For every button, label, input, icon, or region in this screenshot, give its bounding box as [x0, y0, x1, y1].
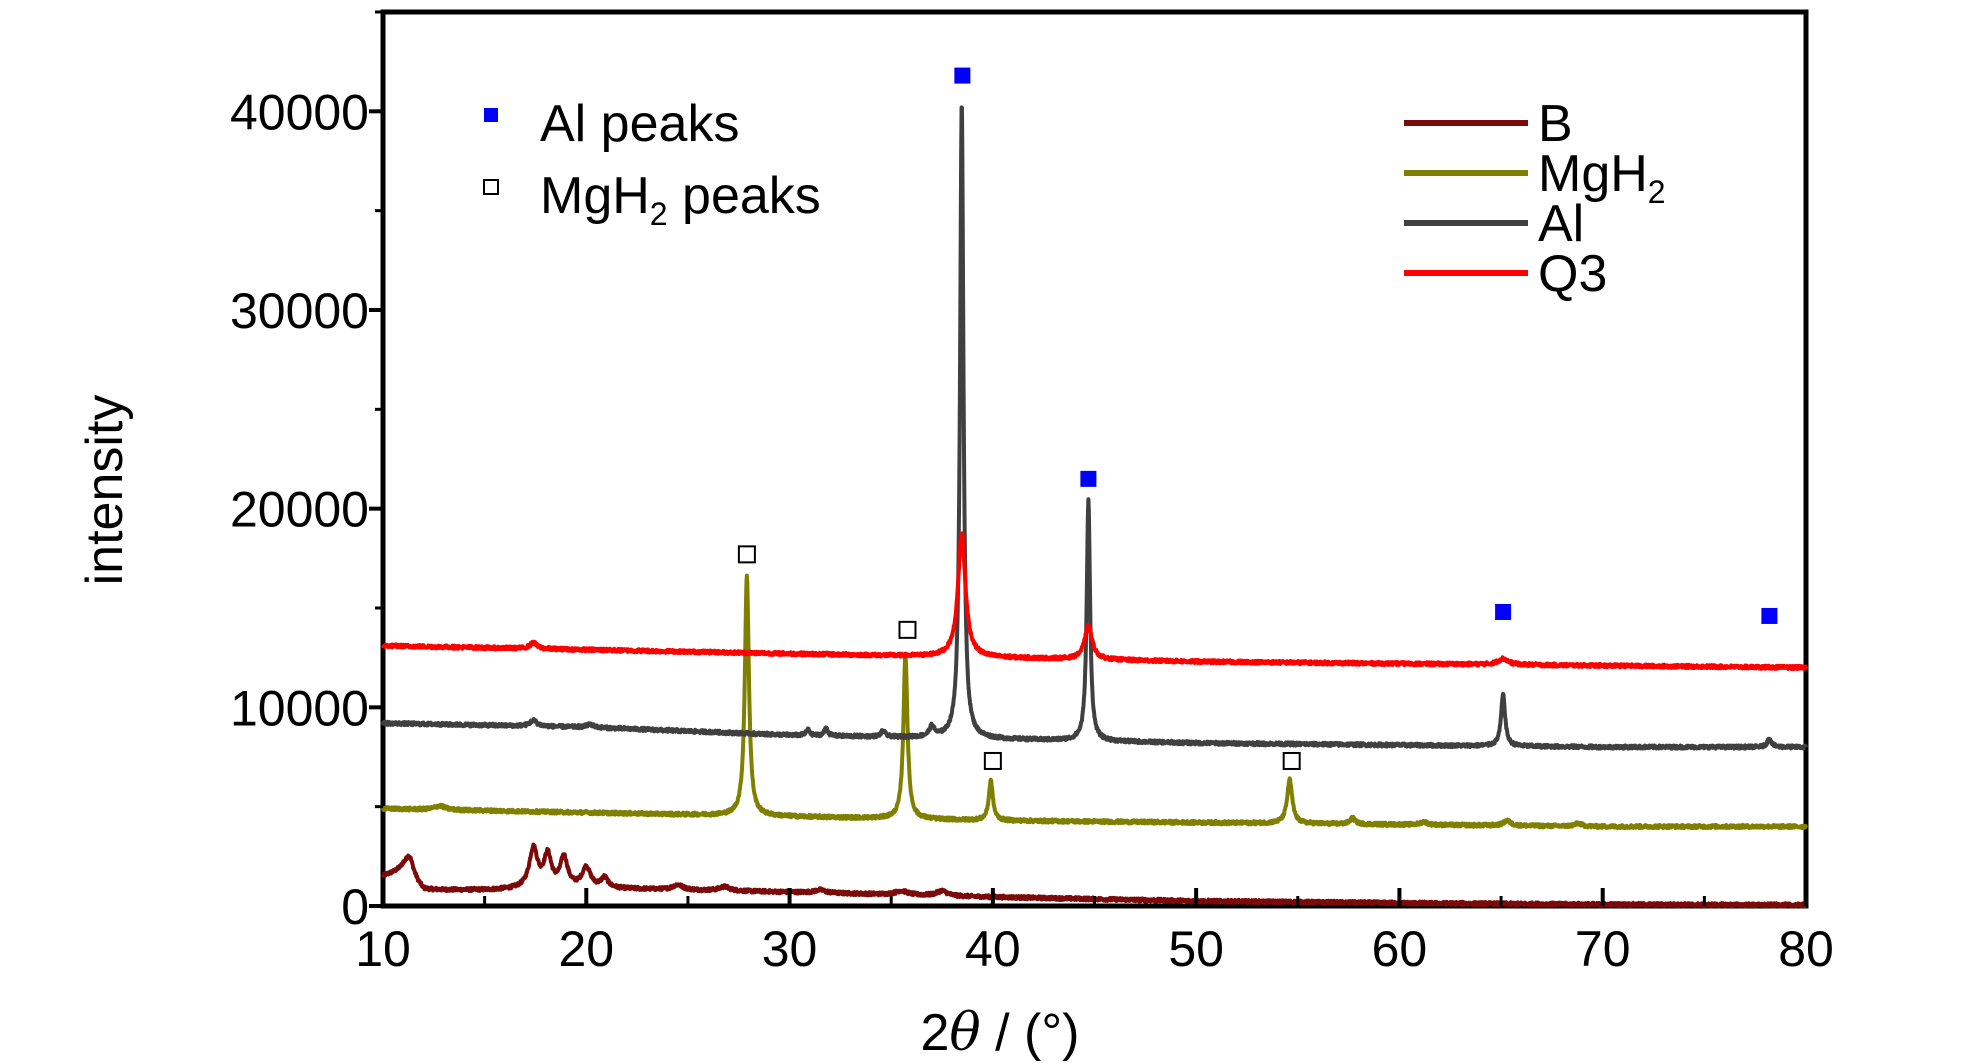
x-tick-label: 40	[965, 921, 1021, 977]
x-tick-label: 50	[1168, 921, 1224, 977]
marker-legend: Al peaks MgH2 peaks	[483, 95, 821, 232]
x-axis-title-suffix: / (°)	[981, 1004, 1080, 1062]
al-peak-marker	[1495, 603, 1512, 620]
y-tick-label: 20000	[230, 482, 369, 538]
series-line-al	[381, 105, 1808, 751]
al-peak-marker	[1761, 607, 1778, 624]
legend-label-al: Al	[1538, 195, 1584, 253]
series-line-q3	[381, 531, 1808, 672]
al-peak-marker	[954, 67, 971, 84]
legend-label-b: B	[1538, 95, 1573, 153]
y-tick-label: 10000	[230, 680, 369, 736]
mgh2-peak-marker	[1282, 751, 1301, 770]
y-axis-title: intensity	[76, 395, 134, 586]
y-tick-label: 40000	[230, 84, 369, 140]
mgh2-peak-marker	[983, 751, 1002, 770]
x-tick-label: 30	[762, 921, 818, 977]
mgh2-peak-marker	[737, 545, 756, 564]
x-axis-title: 2θ / (°)	[920, 1003, 1079, 1063]
x-tick-label: 20	[558, 921, 614, 977]
series-line-mgh2	[381, 573, 1808, 831]
mgh2-peak-marker	[898, 620, 917, 639]
marker-legend-label: Al peaks	[540, 95, 739, 153]
marker-legend-filled-square	[484, 108, 498, 122]
marker-legend-label: MgH2 peaks	[540, 167, 821, 232]
x-tick-label: 10	[355, 921, 411, 977]
legend-label-q3: Q3	[1538, 245, 1607, 303]
x-axis-title-symbol: θ	[949, 1003, 980, 1063]
x-axis-title-prefix: 2	[920, 1004, 949, 1062]
y-tick-label: 30000	[230, 283, 369, 339]
y-tick-label: 0	[341, 879, 369, 935]
marker-legend-open-square	[483, 179, 499, 195]
x-axis: 10 20 30 40 50 60 70 80	[355, 888, 1834, 977]
x-tick-label: 70	[1575, 921, 1631, 977]
y-axis: 0 10000 20000 30000 40000	[230, 10, 383, 935]
legend-label-mgh2: MgH2	[1538, 145, 1666, 210]
al-peak-marker	[1080, 470, 1097, 487]
x-tick-label: 80	[1778, 921, 1834, 977]
x-tick-label: 60	[1372, 921, 1428, 977]
